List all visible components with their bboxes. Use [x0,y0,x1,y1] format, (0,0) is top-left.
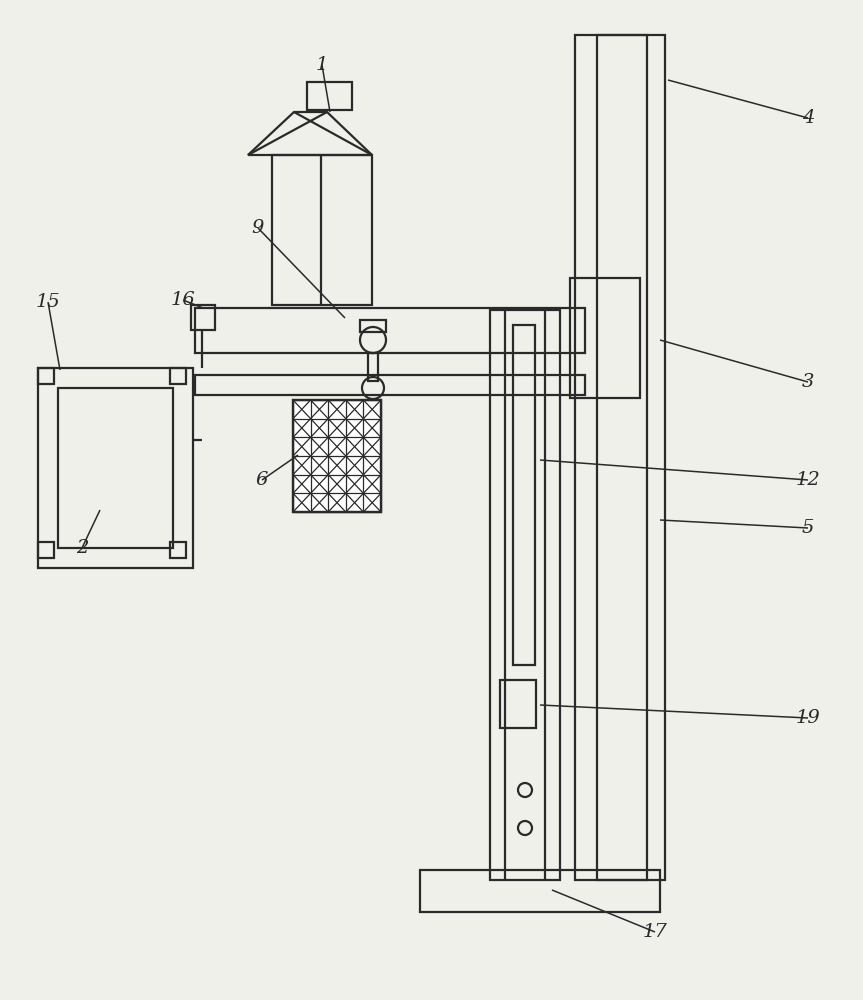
Bar [513,325,535,665]
Bar [293,400,381,512]
Bar [195,375,585,395]
Text: 16: 16 [171,291,195,309]
Text: 6: 6 [255,471,268,489]
Bar [38,368,193,568]
Text: 2: 2 [76,539,88,557]
Bar [38,368,54,384]
Text: 19: 19 [796,709,821,727]
Text: 15: 15 [35,293,60,311]
Bar [420,870,660,912]
Bar [293,400,381,512]
Bar [597,35,647,880]
Bar [195,308,585,353]
Bar [490,310,560,880]
Bar [307,82,352,110]
Text: 1: 1 [316,56,328,74]
Text: 17: 17 [643,923,667,941]
Bar [570,278,640,398]
Text: 5: 5 [802,519,814,537]
Bar [272,155,372,305]
Bar [575,35,665,880]
Bar [191,305,215,330]
Bar [368,353,378,381]
Text: 9: 9 [252,219,264,237]
Bar [38,542,54,558]
Bar [58,388,173,548]
Bar [360,320,386,332]
Bar [500,680,536,728]
Bar [170,368,186,384]
Text: 4: 4 [802,109,814,127]
Text: 12: 12 [796,471,821,489]
Bar [170,542,186,558]
Text: 3: 3 [802,373,814,391]
